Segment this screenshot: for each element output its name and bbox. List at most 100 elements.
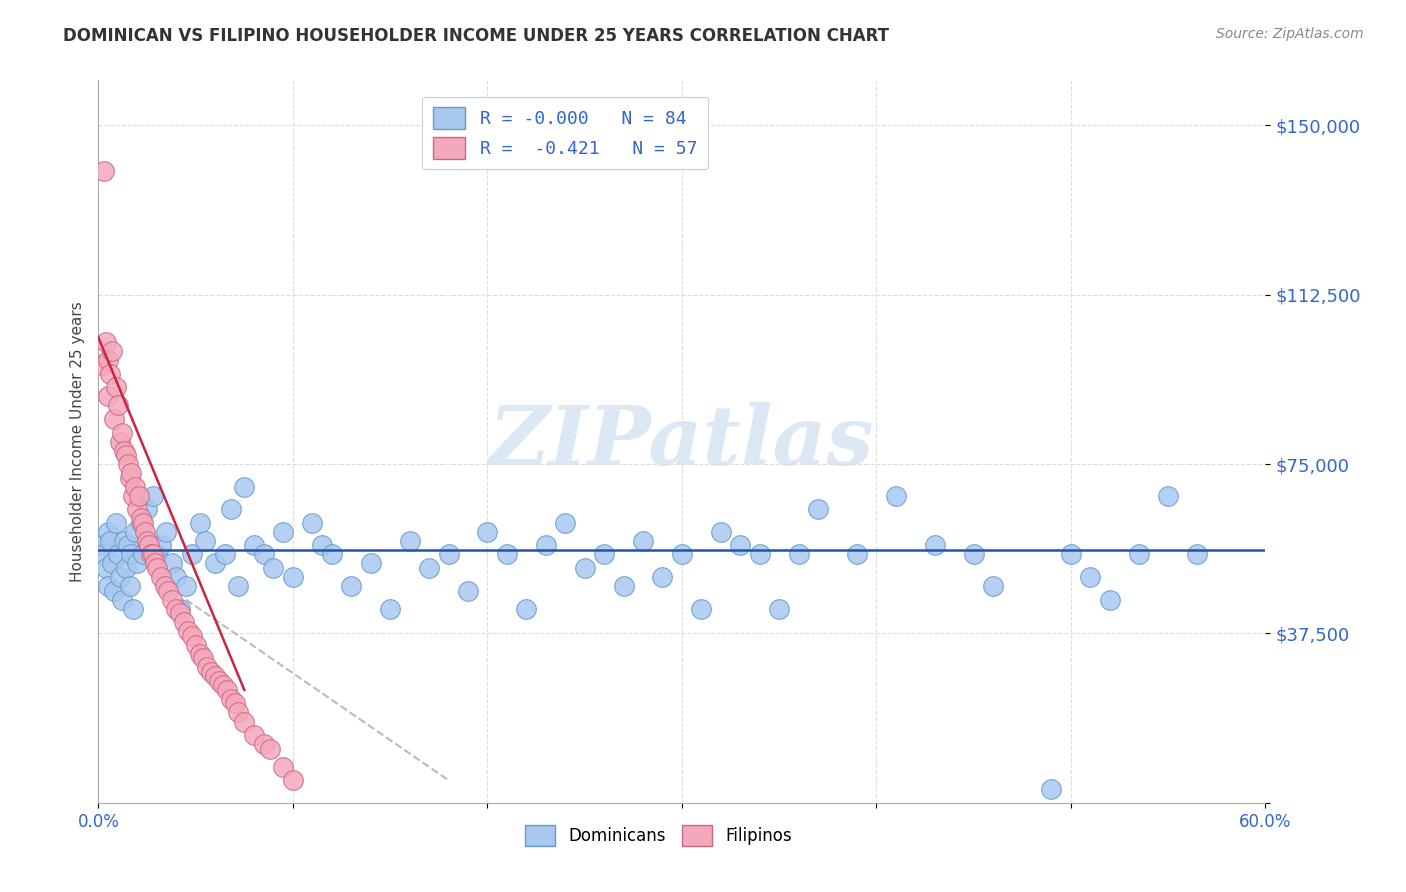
Point xyxy=(748,548,770,562)
Point xyxy=(981,579,1004,593)
Point xyxy=(281,773,304,788)
Point xyxy=(174,579,197,593)
Point xyxy=(846,548,869,562)
Point xyxy=(200,665,222,679)
Point xyxy=(104,516,127,530)
Point xyxy=(108,570,131,584)
Point xyxy=(768,601,790,615)
Point xyxy=(962,548,984,562)
Point xyxy=(121,548,143,562)
Point xyxy=(262,561,284,575)
Point xyxy=(149,538,172,552)
Point xyxy=(114,561,136,575)
Point xyxy=(107,548,129,562)
Point xyxy=(103,412,125,426)
Point xyxy=(259,741,281,756)
Point xyxy=(1040,782,1063,797)
Point xyxy=(1187,548,1209,562)
Point xyxy=(398,533,420,548)
Point xyxy=(671,548,693,562)
Point xyxy=(93,163,115,178)
Point xyxy=(142,548,165,562)
Point xyxy=(96,335,118,350)
Point xyxy=(224,697,246,711)
Point xyxy=(101,557,124,571)
Point xyxy=(97,389,120,403)
Point xyxy=(271,524,294,539)
Point xyxy=(97,579,120,593)
Point xyxy=(1080,570,1102,584)
Point xyxy=(180,548,202,562)
Point xyxy=(437,548,460,562)
Point xyxy=(112,443,135,458)
Text: DOMINICAN VS FILIPINO HOUSEHOLDER INCOME UNDER 25 YEARS CORRELATION CHART: DOMINICAN VS FILIPINO HOUSEHOLDER INCOME… xyxy=(63,27,889,45)
Point xyxy=(477,524,499,539)
Point xyxy=(631,533,654,548)
Point xyxy=(204,557,226,571)
Point xyxy=(188,516,211,530)
Point xyxy=(219,692,242,706)
Point xyxy=(233,714,256,729)
Point xyxy=(253,548,276,562)
Point xyxy=(228,706,250,720)
Point xyxy=(554,516,576,530)
Point xyxy=(165,570,187,584)
Point xyxy=(112,533,135,548)
Point xyxy=(114,448,136,462)
Point xyxy=(195,660,218,674)
Point xyxy=(97,524,120,539)
Point xyxy=(496,548,519,562)
Point xyxy=(651,570,673,584)
Point xyxy=(253,737,276,751)
Point xyxy=(613,579,636,593)
Point xyxy=(93,548,115,562)
Point xyxy=(146,561,169,575)
Point xyxy=(138,538,160,552)
Point xyxy=(787,548,810,562)
Point xyxy=(924,538,946,552)
Point xyxy=(117,538,139,552)
Point xyxy=(169,606,191,620)
Point xyxy=(243,728,266,742)
Point xyxy=(360,557,382,571)
Point xyxy=(271,760,294,774)
Point xyxy=(132,516,155,530)
Point xyxy=(173,615,195,630)
Point xyxy=(710,524,733,539)
Point xyxy=(108,434,131,449)
Point xyxy=(180,629,202,643)
Point xyxy=(143,557,166,571)
Point xyxy=(204,669,226,683)
Point xyxy=(807,502,830,516)
Point xyxy=(98,367,121,381)
Point xyxy=(103,583,125,598)
Point xyxy=(97,353,120,368)
Point xyxy=(380,601,402,615)
Point xyxy=(1157,489,1180,503)
Point xyxy=(219,502,242,516)
Point xyxy=(146,548,169,562)
Point xyxy=(214,548,236,562)
Point xyxy=(184,638,207,652)
Point xyxy=(281,570,304,584)
Point xyxy=(418,561,440,575)
Point xyxy=(91,358,114,372)
Point xyxy=(91,538,114,552)
Point xyxy=(122,489,145,503)
Point xyxy=(188,647,211,661)
Point xyxy=(153,579,176,593)
Point xyxy=(117,457,139,471)
Point xyxy=(243,538,266,552)
Point xyxy=(122,601,145,615)
Point xyxy=(136,533,159,548)
Point xyxy=(515,601,537,615)
Point xyxy=(121,466,143,480)
Point xyxy=(212,678,235,692)
Point xyxy=(107,398,129,412)
Point xyxy=(149,570,172,584)
Point xyxy=(730,538,752,552)
Point xyxy=(132,548,155,562)
Point xyxy=(593,548,616,562)
Point xyxy=(1098,592,1121,607)
Point xyxy=(118,470,141,484)
